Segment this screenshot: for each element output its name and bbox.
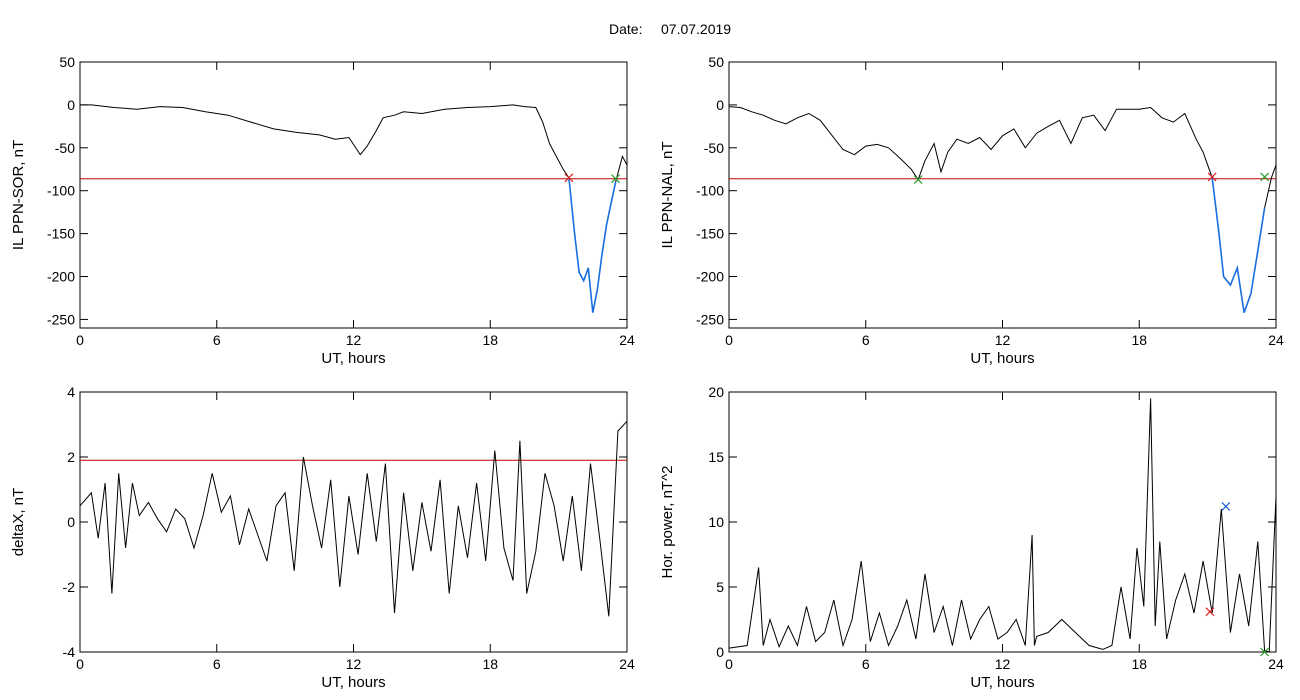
y-tick-label: -250 — [47, 311, 75, 327]
start-marker — [564, 173, 574, 183]
y-tick-label: -50 — [55, 140, 75, 156]
x-tick-label: 24 — [619, 332, 635, 348]
x-tick-label: 18 — [1131, 656, 1147, 672]
panel-ppn-sor: 0 6 12 18 24 50 0 -50 -100 -150 -200 -250 UT, hours I… — [10, 54, 635, 367]
y-tick-label: 0 — [716, 644, 724, 660]
panel-ppn-nal: 0 6 12 18 24 50 0 -50 -100 -150 -200 -250 UT, hours I… — [659, 54, 1284, 367]
date-value: 07.07.2019 — [661, 21, 731, 37]
x-tick-label: 0 — [76, 656, 84, 672]
y-tick-label: 50 — [708, 54, 724, 70]
start-marker — [1207, 172, 1217, 182]
y-tick-label: -150 — [47, 226, 75, 242]
data-series-line — [79, 420, 628, 617]
x-tick-label: 12 — [346, 656, 362, 672]
x-tick-label: 0 — [76, 332, 84, 348]
x-tick-label: 6 — [862, 656, 870, 672]
x-tick-label: 18 — [482, 656, 498, 672]
x-tick-label: 24 — [1268, 332, 1284, 348]
x-tick-label: 6 — [213, 656, 221, 672]
y-tick-label: 10 — [708, 514, 724, 530]
y-axis-label: deltaX, nT — [10, 488, 27, 556]
x-tick-label: 12 — [346, 332, 362, 348]
y-tick-label: -4 — [63, 644, 76, 660]
x-tick-label: 6 — [862, 332, 870, 348]
y-tick-label: 0 — [67, 97, 75, 113]
x-tick-label: 18 — [1131, 332, 1147, 348]
y-tick-label: 15 — [708, 449, 724, 465]
panel-deltax: 0 6 12 18 24 4 2 0 -2 -4 UT, hours deltaX, nT — [10, 384, 635, 691]
y-axis-label: IL PPN-NAL, nT — [659, 142, 676, 249]
y-axis-label: IL PPN-SOR, nT — [10, 140, 27, 250]
panel-hor-power: 0 6 12 18 24 20 15 10 5 0 UT, hours Hor. power, nT^… — [659, 384, 1284, 691]
y-tick-label: -100 — [47, 183, 75, 199]
x-tick-label: 24 — [1268, 656, 1284, 672]
x-tick-label: 6 — [213, 332, 221, 348]
x-tick-label: 0 — [725, 656, 733, 672]
y-tick-label: -250 — [696, 311, 724, 327]
y-tick-label: 2 — [67, 449, 75, 465]
y-tick-label: -50 — [704, 140, 724, 156]
x-tick-label: 12 — [995, 656, 1011, 672]
y-tick-label: 4 — [67, 384, 75, 400]
end-marker — [611, 174, 621, 184]
y-tick-label: -200 — [696, 269, 724, 285]
x-tick-label: 0 — [725, 332, 733, 348]
plot-frame — [79, 61, 628, 329]
y-tick-label: -150 — [696, 226, 724, 242]
x-tick-label: 18 — [482, 332, 498, 348]
end-marker — [913, 175, 923, 184]
plot-frame — [728, 61, 1277, 329]
x-tick-label: 12 — [995, 332, 1011, 348]
y-axis-label: Hor. power, nT^2 — [659, 466, 676, 579]
highlight-segment-line — [1211, 177, 1266, 313]
y-tick-label: -200 — [47, 269, 75, 285]
peak-marker — [1221, 501, 1231, 511]
highlight-segment-line — [568, 177, 617, 313]
data-series-line — [728, 398, 1277, 653]
y-tick-label: 0 — [67, 514, 75, 530]
data-series-line — [80, 104, 628, 313]
x-axis-label: UT, hours — [970, 350, 1034, 367]
y-tick-label: 5 — [716, 579, 724, 595]
start-marker — [1205, 607, 1215, 617]
x-axis-label: UT, hours — [321, 674, 385, 691]
y-tick-label: -2 — [63, 579, 76, 595]
end-marker — [1260, 172, 1270, 182]
plot-frame — [79, 391, 628, 653]
y-tick-label: 20 — [708, 384, 724, 400]
x-axis-label: UT, hours — [970, 674, 1034, 691]
date-label: Date: — [609, 21, 642, 37]
y-tick-label: -100 — [696, 183, 724, 199]
x-tick-label: 24 — [619, 656, 635, 672]
x-axis-label: UT, hours — [321, 350, 385, 367]
end-marker — [1260, 647, 1270, 657]
y-tick-label: 50 — [59, 54, 75, 70]
data-series-line — [728, 106, 1277, 313]
y-tick-label: 0 — [716, 97, 724, 113]
